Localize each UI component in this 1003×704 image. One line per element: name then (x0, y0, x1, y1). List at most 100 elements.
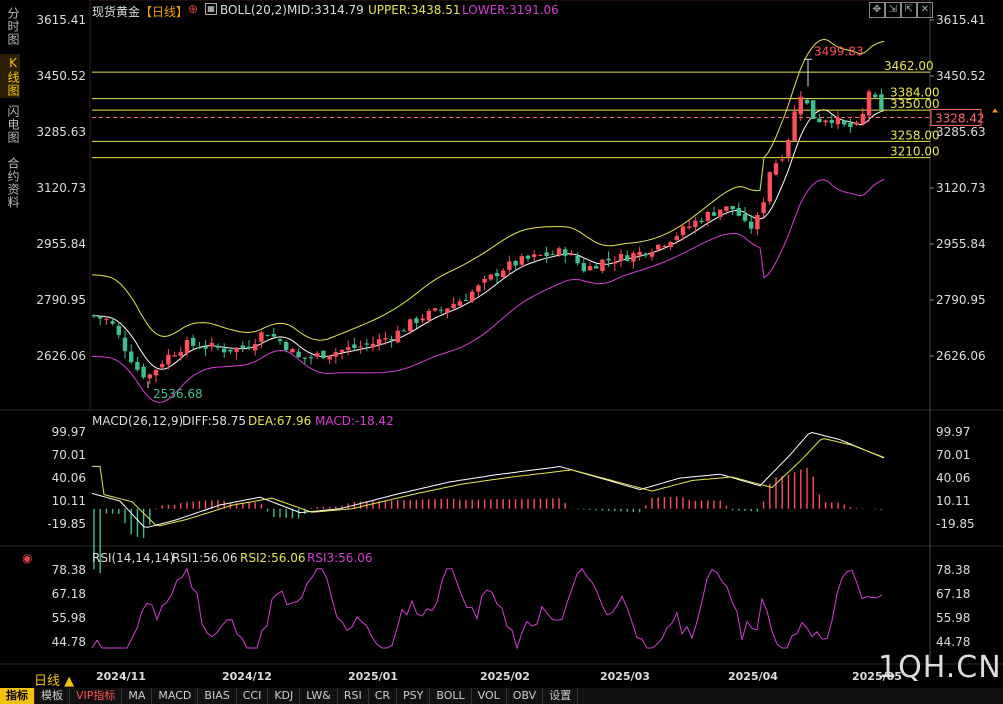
candle-body (414, 318, 419, 323)
candle-body (153, 369, 159, 376)
candle-body (296, 351, 301, 358)
tab-kline[interactable]: K线图 (0, 54, 20, 98)
candle-body (184, 340, 190, 354)
candle-body (389, 338, 394, 341)
candle-body (135, 361, 140, 370)
rsi-tick-right: 44.78 (936, 635, 970, 649)
price-tick-left: 3120.73 (36, 181, 86, 195)
bottom-tab-5[interactable]: BIAS (198, 688, 237, 704)
candle-body (662, 245, 667, 247)
tab-lightning[interactable]: 闪电图 (6, 104, 20, 144)
candle-body (550, 253, 555, 255)
candle-body (835, 117, 841, 125)
boll-name: BOLL(20,2) (220, 3, 287, 17)
bottom-tab-11[interactable]: PSY (397, 688, 431, 704)
candle-body (575, 255, 580, 264)
crosshair-icon[interactable]: ⊕ (188, 2, 199, 16)
candle-body (798, 96, 803, 115)
macd-dea-line (92, 438, 885, 527)
candle-body (792, 111, 797, 141)
rsi-tick-right: 55.98 (936, 611, 970, 625)
macd-tick-right: 10.11 (936, 494, 970, 508)
current-price-label: 3328.42 (935, 111, 985, 125)
candle-body (532, 254, 537, 258)
candle-body (364, 343, 369, 345)
rsi-tick-left: 67.18 (52, 587, 86, 601)
candle-body (346, 347, 351, 350)
macd-dea: DEA:67.96 (248, 414, 312, 428)
candle-body (501, 270, 506, 277)
bottom-tab-3[interactable]: MA (122, 688, 153, 704)
bottom-tab-6[interactable]: CCI (237, 688, 269, 704)
date-tick: 2024/12 (222, 670, 272, 683)
candle-body (730, 206, 735, 210)
bottom-tab-15[interactable]: 设置 (543, 688, 579, 704)
candle-body (879, 94, 884, 110)
candle-body (693, 220, 698, 227)
candle-body (538, 254, 543, 256)
candle-body (116, 325, 121, 335)
candle-body (457, 301, 462, 306)
price-tick-left: 2790.95 (36, 293, 86, 307)
date-tick: 2025/01 (348, 670, 398, 683)
bottom-tab-13[interactable]: VOL (472, 688, 507, 704)
candle-body (767, 172, 772, 202)
bottom-tab-14[interactable]: OBV (507, 688, 544, 704)
candle-body (228, 349, 233, 352)
bottom-tab-12[interactable]: BOLL (430, 688, 472, 704)
candle-body (166, 354, 171, 365)
bottom-tab-0[interactable]: 指标 (0, 688, 35, 704)
candle-body (327, 355, 332, 360)
candle-body (315, 353, 320, 357)
move-icon[interactable]: ✥ (869, 2, 885, 18)
indicator-settings-icon[interactable]: ◉ (22, 551, 33, 565)
candle-body (420, 318, 425, 321)
candle-body (482, 278, 487, 283)
bottom-tab-2[interactable]: VIP指标 (70, 688, 123, 704)
candle-body (587, 266, 593, 271)
price-tick-left: 2955.84 (36, 237, 86, 251)
bottom-tab-9[interactable]: RSI (338, 688, 369, 704)
bottom-tab-10[interactable]: CR (369, 688, 398, 704)
close-icon[interactable]: ✕ (917, 2, 933, 18)
candle-body (432, 308, 438, 311)
candle-body (259, 332, 264, 342)
period-name[interactable]: 【日线】 (140, 5, 189, 19)
candle-body (401, 330, 407, 332)
macd-tick-right: -19.85 (936, 517, 975, 531)
symbol-name: 现货黄金 (92, 5, 141, 19)
boll-lower-line (91, 178, 885, 404)
tab-contract-info[interactable]: 合约资料 (6, 157, 20, 209)
shrink-icon[interactable]: ⇲ (885, 2, 901, 18)
level-label: 3258.00 (890, 128, 940, 142)
candle-body (488, 274, 493, 280)
candle-body (160, 363, 165, 368)
bottom-tab-8[interactable]: LW& (300, 688, 338, 704)
price-tick-left: 3615.41 (36, 13, 86, 27)
candle-body (705, 211, 710, 221)
candle-body (581, 263, 586, 272)
candle-body (91, 315, 97, 317)
price-tick-left: 3450.52 (36, 69, 86, 83)
rsi1-value: RSI1:56.06 (172, 551, 238, 565)
price-marker-icon (992, 108, 998, 113)
candle-body (141, 366, 146, 378)
tab-timeshare[interactable]: 分时图 (6, 6, 20, 46)
candle-body (519, 256, 524, 265)
candle-body (804, 99, 810, 104)
candle-body (172, 355, 177, 357)
rsi-line (91, 567, 883, 650)
bottom-tab-4[interactable]: MACD (152, 688, 199, 704)
candle-body (742, 213, 748, 221)
date-tick: 2025/03 (600, 670, 650, 683)
bottom-tab-7[interactable]: KDJ (268, 688, 301, 704)
bottom-tab-1[interactable]: 模板 (35, 688, 70, 704)
period-selector[interactable]: 日线 ▲ (34, 674, 75, 689)
candle-body (811, 100, 816, 119)
candle-body (476, 285, 481, 292)
expand-icon[interactable]: ⇱ (901, 2, 917, 18)
grid-icon[interactable]: ▦ (205, 3, 217, 15)
candle-body (612, 262, 617, 264)
level-label: 3210.00 (890, 145, 940, 159)
